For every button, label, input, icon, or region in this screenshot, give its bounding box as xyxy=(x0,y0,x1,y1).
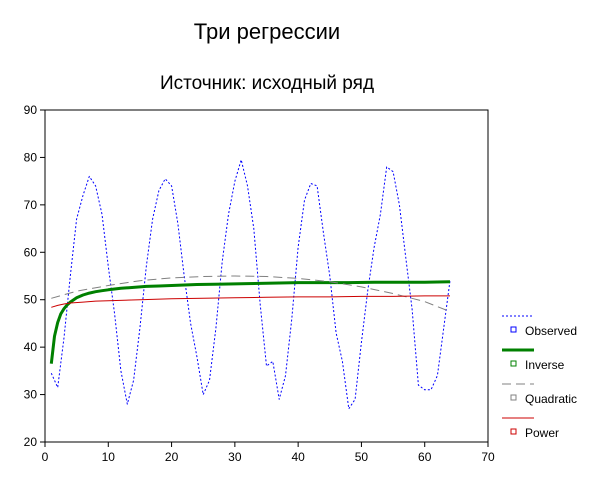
x-tick-label: 60 xyxy=(418,450,432,464)
x-tick-label: 50 xyxy=(355,450,369,464)
series-inverse-line xyxy=(49,280,451,364)
x-tick-label: 30 xyxy=(228,450,242,464)
x-tick-label: 0 xyxy=(42,450,49,464)
legend-label-power: Power xyxy=(525,426,559,440)
y-tick-label: 70 xyxy=(24,198,38,212)
legend: Observed Inverse Quadratic Power xyxy=(502,315,577,440)
y-axis: 20 30 40 50 60 70 80 90 xyxy=(24,103,45,449)
legend-marker-observed xyxy=(510,326,517,333)
series-layer xyxy=(49,159,451,410)
y-tick-label: 60 xyxy=(24,245,38,259)
y-tick-label: 80 xyxy=(24,150,38,164)
legend-label-inverse: Inverse xyxy=(525,358,565,372)
y-tick-label: 40 xyxy=(24,340,38,354)
chart-title: Три регрессии xyxy=(194,19,340,44)
y-tick-label: 20 xyxy=(24,435,38,449)
x-tick-label: 40 xyxy=(291,450,305,464)
x-axis: 0 10 20 30 40 50 60 70 xyxy=(42,442,495,464)
series-power-line xyxy=(51,295,450,308)
chart-subtitle: Источник: исходный ряд xyxy=(160,73,374,94)
y-tick-label: 50 xyxy=(24,293,38,307)
plot-frame xyxy=(44,109,489,443)
series-quadratic-line xyxy=(51,275,451,313)
x-tick-label: 10 xyxy=(102,450,116,464)
legend-marker-inverse xyxy=(510,360,517,367)
legend-label-quadratic: Quadratic xyxy=(525,392,577,406)
legend-marker-quadratic xyxy=(510,394,517,401)
x-tick-label: 20 xyxy=(165,450,179,464)
y-tick-label: 30 xyxy=(24,388,38,402)
legend-marker-power xyxy=(510,428,517,435)
y-tick-label: 90 xyxy=(24,103,38,117)
x-tick-label: 70 xyxy=(481,450,495,464)
legend-label-observed: Observed xyxy=(525,324,577,338)
